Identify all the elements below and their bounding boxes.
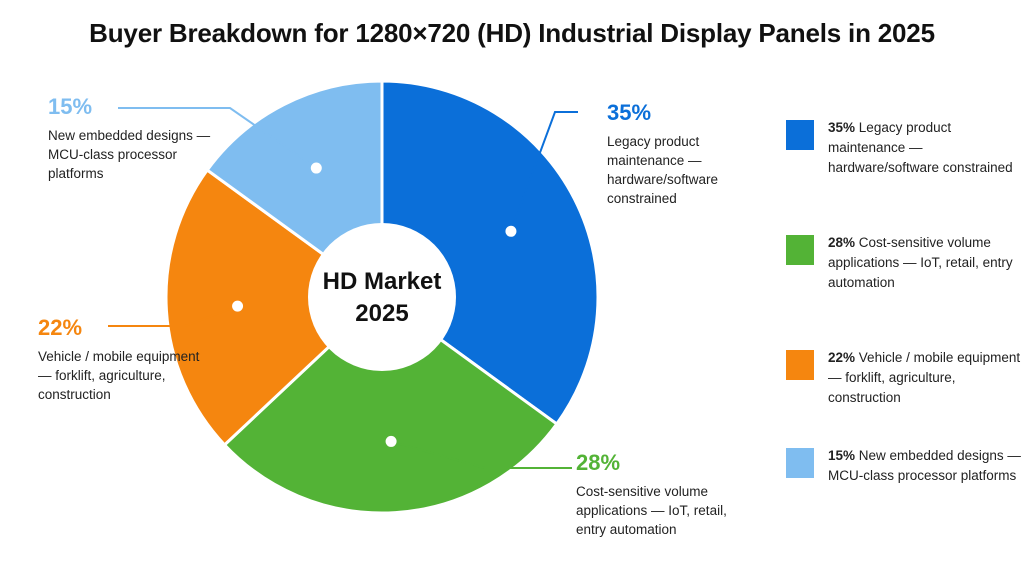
callout-embedded: 15% New embedded designs — MCU-class pro… <box>48 94 228 183</box>
callout-cost: 28% Cost-sensitive volume applications —… <box>576 450 751 539</box>
center-label-line-2: 2025 <box>355 300 408 327</box>
pie-slice-cost <box>222 295 559 515</box>
legend-text-embedded: 15% New embedded designs — MCU-class pro… <box>828 446 1024 486</box>
leader-line-cost <box>390 440 572 469</box>
chart-title: Buyer Breakdown for 1280×720 (HD) Indust… <box>89 18 935 48</box>
callout-legacy-pct: 35% <box>607 100 652 125</box>
pie-slice-vehicle <box>164 167 385 447</box>
callout-embedded-pct: 15% <box>48 94 93 119</box>
legend-label-vehicle: Vehicle / mobile equipment — forklift, a… <box>828 350 1021 405</box>
legend-pct-cost: 28% <box>828 235 856 250</box>
leader-dot-embedded <box>310 162 322 174</box>
center-label-line-1: HD Market <box>323 268 442 295</box>
callout-legacy: 35% Legacy product maintenance — hardwar… <box>607 100 757 208</box>
callout-cost-label: Cost-sensitive volume applications — IoT… <box>576 484 727 537</box>
callout-embedded-label: New embedded designs — MCU-class process… <box>48 128 211 181</box>
pie-slice-legacy <box>380 79 600 427</box>
legend-pct-embedded: 15% <box>828 448 856 463</box>
legend-swatch-cost <box>786 235 814 265</box>
leader-dot-legacy <box>505 225 517 237</box>
leader-line-vehicle <box>108 305 238 327</box>
legend-text-legacy: 35% Legacy product maintenance — hardwar… <box>828 118 1024 178</box>
leader-dot-cost <box>385 435 397 447</box>
leader-dot-vehicle <box>232 300 244 312</box>
legend-swatch-vehicle <box>786 350 814 380</box>
leader-line-legacy <box>510 111 578 232</box>
callout-cost-pct: 28% <box>576 450 621 475</box>
legend-swatch-embedded <box>786 448 814 478</box>
callout-legacy-label: Legacy product maintenance — hardware/so… <box>607 134 719 206</box>
callout-vehicle-label: Vehicle / mobile equipment — forklift, a… <box>38 349 200 402</box>
legend-label-cost: Cost-sensitive volume applications — IoT… <box>828 235 1013 290</box>
legend-label-embedded: New embedded designs — MCU-class process… <box>828 448 1021 483</box>
legend-label-legacy: Legacy product maintenance — hardware/so… <box>828 120 1013 175</box>
pie-center-hole <box>308 223 456 371</box>
legend-text-cost: 28% Cost-sensitive volume applications —… <box>828 233 1024 293</box>
leader-line-embedded <box>118 107 317 169</box>
callout-vehicle-pct: 22% <box>38 315 83 340</box>
callout-vehicle: 22% Vehicle / mobile equipment — forklif… <box>38 315 203 404</box>
legend-pct-legacy: 35% <box>828 120 856 135</box>
legend-pct-vehicle: 22% <box>828 350 856 365</box>
legend-swatch-legacy <box>786 120 814 150</box>
legend-text-vehicle: 22% Vehicle / mobile equipment — forklif… <box>828 348 1024 408</box>
